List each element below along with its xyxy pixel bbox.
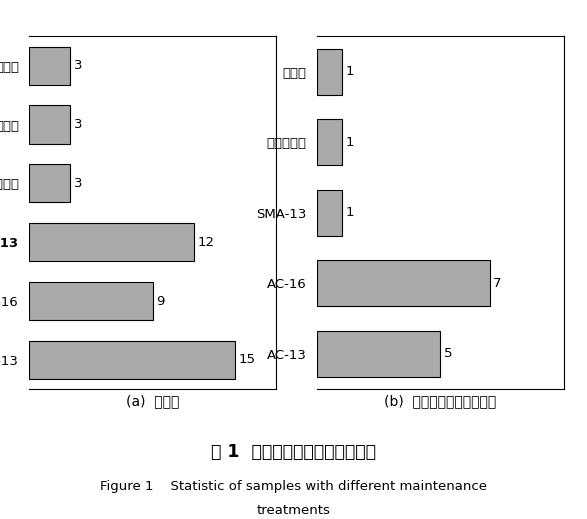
Bar [29, 47, 70, 85]
Bar [317, 190, 342, 236]
Text: (b)  已开始二次养护的样本: (b) 已开始二次养护的样本 [384, 394, 497, 408]
Text: 7: 7 [493, 277, 502, 290]
Bar [317, 261, 490, 306]
Text: 3: 3 [74, 118, 82, 131]
Text: Figure 1    Statistic of samples with different maintenance: Figure 1 Statistic of samples with diffe… [100, 481, 487, 494]
Text: 1: 1 [345, 206, 354, 220]
Text: (a)  总样本: (a) 总样本 [126, 394, 179, 408]
Bar [317, 49, 342, 94]
Bar [29, 341, 235, 379]
Text: 图 1  不同养护方法的样本量统计: 图 1 不同养护方法的样本量统计 [211, 443, 376, 461]
Text: 9: 9 [156, 294, 164, 308]
Text: 15: 15 [238, 353, 255, 366]
Bar [29, 164, 70, 202]
Bar [317, 331, 440, 377]
Bar [29, 223, 194, 262]
Text: 12: 12 [197, 236, 214, 249]
Bar [317, 119, 342, 165]
Bar [29, 105, 70, 144]
Text: 3: 3 [74, 177, 82, 190]
Text: 1: 1 [345, 65, 354, 78]
Text: 3: 3 [74, 59, 82, 72]
Bar [29, 282, 153, 320]
Text: treatments: treatments [257, 504, 330, 517]
Text: 5: 5 [444, 347, 453, 361]
Text: 1: 1 [345, 135, 354, 149]
